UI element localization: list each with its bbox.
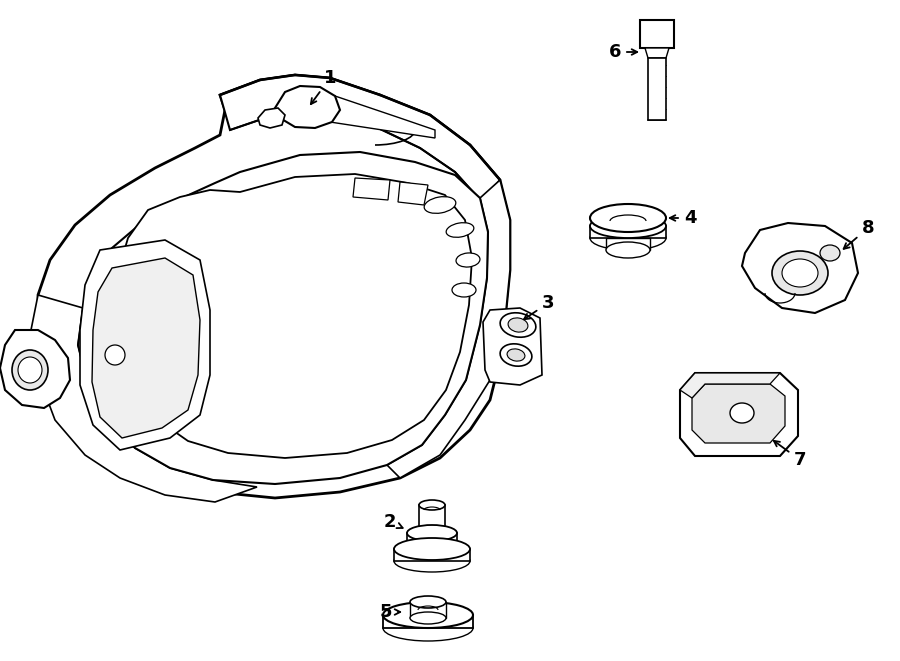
Polygon shape (92, 258, 200, 438)
Polygon shape (483, 308, 542, 385)
Ellipse shape (500, 344, 532, 366)
Polygon shape (680, 373, 798, 456)
Ellipse shape (407, 525, 457, 541)
Ellipse shape (419, 500, 445, 510)
Ellipse shape (782, 259, 818, 287)
Ellipse shape (383, 615, 473, 641)
Polygon shape (115, 174, 472, 458)
Polygon shape (606, 238, 650, 250)
Text: 4: 4 (670, 209, 697, 227)
Text: 1: 1 (310, 69, 337, 104)
Polygon shape (78, 152, 488, 484)
Polygon shape (353, 178, 390, 200)
Ellipse shape (590, 204, 666, 232)
Polygon shape (398, 182, 428, 205)
Ellipse shape (419, 528, 445, 538)
Ellipse shape (394, 538, 470, 560)
Polygon shape (275, 86, 340, 128)
Polygon shape (645, 48, 669, 58)
Ellipse shape (507, 349, 525, 361)
Ellipse shape (590, 214, 666, 238)
Polygon shape (640, 20, 674, 48)
Text: 2: 2 (383, 513, 402, 531)
Polygon shape (410, 602, 446, 618)
Polygon shape (419, 505, 445, 533)
Ellipse shape (820, 245, 840, 261)
Polygon shape (38, 75, 510, 498)
Ellipse shape (394, 550, 470, 572)
Ellipse shape (772, 251, 828, 295)
Ellipse shape (12, 350, 48, 390)
Polygon shape (220, 75, 500, 202)
Ellipse shape (18, 357, 42, 383)
Polygon shape (258, 108, 285, 128)
Polygon shape (80, 240, 210, 450)
Polygon shape (648, 58, 666, 120)
Ellipse shape (446, 223, 473, 237)
Ellipse shape (590, 226, 666, 250)
Ellipse shape (105, 345, 125, 365)
Polygon shape (30, 295, 257, 502)
Ellipse shape (456, 253, 480, 267)
Ellipse shape (452, 283, 476, 297)
Ellipse shape (508, 318, 528, 332)
Polygon shape (590, 226, 666, 238)
Polygon shape (0, 330, 70, 408)
Polygon shape (383, 615, 473, 628)
Ellipse shape (730, 403, 754, 423)
Ellipse shape (407, 541, 457, 557)
Polygon shape (680, 373, 780, 398)
Ellipse shape (500, 313, 536, 337)
Polygon shape (394, 549, 470, 561)
Ellipse shape (410, 596, 446, 608)
Text: 7: 7 (774, 441, 806, 469)
Polygon shape (407, 533, 457, 549)
Polygon shape (330, 96, 435, 138)
Text: 8: 8 (843, 219, 874, 249)
Text: 6: 6 (608, 43, 637, 61)
Ellipse shape (383, 602, 473, 628)
Polygon shape (387, 180, 510, 478)
Ellipse shape (410, 612, 446, 624)
Polygon shape (692, 384, 785, 443)
Text: 5: 5 (380, 603, 400, 621)
Polygon shape (742, 223, 858, 313)
Ellipse shape (606, 242, 650, 258)
Text: 3: 3 (524, 294, 554, 319)
Ellipse shape (424, 196, 455, 214)
